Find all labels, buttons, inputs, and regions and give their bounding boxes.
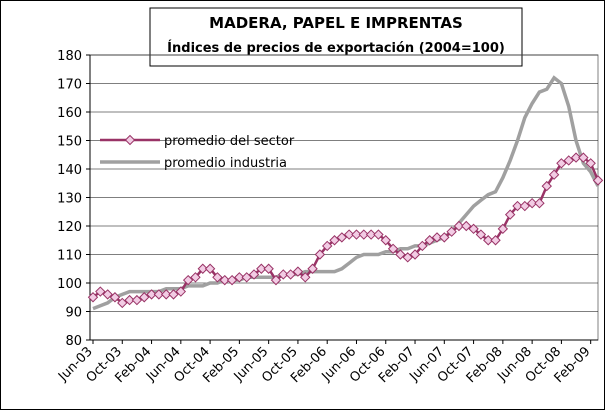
data-marker: [424, 235, 435, 246]
title-box: [149, 7, 523, 67]
chart-subtitle: Índices de precios de exportación (2004=…: [167, 40, 505, 56]
data-marker: [468, 223, 479, 235]
data-marker: [95, 286, 106, 297]
data-marker: [497, 223, 509, 235]
y-tick-label: 150: [57, 135, 82, 150]
data-marker: [314, 249, 326, 260]
data-marker: [175, 286, 187, 297]
data-marker: [109, 292, 121, 303]
data-marker: [461, 220, 472, 232]
y-tick-label: 80: [65, 334, 82, 349]
data-marker: [519, 200, 531, 212]
data-marker: [87, 292, 99, 303]
y-tick-label: 110: [57, 249, 82, 264]
data-marker: [117, 297, 128, 309]
data-marker: [153, 289, 165, 300]
data-marker: [307, 263, 318, 274]
data-marker: [300, 272, 311, 283]
data-marker: [512, 200, 523, 212]
data-marker: [431, 232, 443, 243]
data-marker: [585, 158, 596, 169]
y-tick-label: 100: [57, 277, 82, 292]
data-marker: [212, 272, 223, 283]
data-marker: [190, 272, 201, 283]
data-marker: [263, 263, 274, 274]
data-marker: [278, 269, 289, 280]
data-marker: [387, 243, 399, 255]
data-marker: [146, 289, 157, 300]
data-marker: [409, 249, 421, 260]
data-marker: [131, 294, 143, 306]
data-marker: [219, 274, 230, 286]
data-marker: [556, 158, 567, 169]
data-marker: [395, 249, 406, 260]
data-marker: [204, 263, 216, 274]
data-marker: [197, 263, 208, 274]
data-marker: [226, 274, 238, 286]
y-tick-label: 140: [57, 163, 82, 178]
data-marker: [534, 197, 545, 209]
data-marker: [417, 240, 428, 252]
data-marker: [124, 294, 135, 306]
data-marker: [351, 229, 362, 240]
y-tick-label: 180: [57, 49, 82, 64]
chart-title: MADERA, PAPEL E IMPRENTAS: [209, 14, 463, 32]
legend-label: promedio del sector: [164, 134, 295, 149]
y-tick-label: 130: [57, 192, 82, 207]
data-marker: [182, 274, 194, 286]
data-marker: [563, 155, 574, 166]
data-marker: [336, 232, 348, 243]
data-marker: [241, 272, 252, 283]
data-marker: [102, 289, 113, 300]
data-marker: [358, 229, 370, 240]
data-marker: [329, 235, 340, 246]
data-marker: [256, 263, 267, 274]
data-marker: [548, 169, 560, 180]
data-marker: [380, 235, 391, 246]
data-marker: [578, 152, 589, 163]
y-tick-label: 160: [57, 106, 82, 121]
data-marker: [541, 180, 552, 192]
data-marker: [446, 226, 457, 237]
data-marker: [168, 289, 179, 300]
data-marker: [453, 220, 465, 232]
data-marker: [592, 175, 604, 186]
y-tick-label: 120: [57, 220, 82, 235]
data-marker: [483, 235, 494, 246]
legend-label: promedio industria: [164, 156, 287, 171]
y-tick-label: 170: [57, 78, 82, 93]
series-line: [92, 75, 600, 311]
data-marker: [373, 229, 384, 240]
data-marker: [234, 272, 245, 283]
data-marker: [343, 229, 355, 240]
data-marker: [490, 235, 501, 246]
data-marker: [160, 289, 172, 300]
data-marker: [504, 209, 516, 220]
data-marker: [570, 152, 582, 163]
data-marker: [475, 229, 487, 240]
data-marker: [270, 274, 282, 286]
data-marker: [285, 269, 296, 280]
data-marker: [139, 292, 150, 303]
data-marker: [526, 197, 538, 209]
data-marker: [439, 232, 450, 243]
data-marker: [321, 240, 333, 252]
data-marker: [248, 269, 260, 280]
y-tick-label: 90: [65, 306, 82, 321]
legend-marker: [124, 134, 136, 146]
data-marker: [292, 266, 304, 277]
data-marker: [402, 252, 413, 263]
data-marker: [365, 229, 377, 240]
